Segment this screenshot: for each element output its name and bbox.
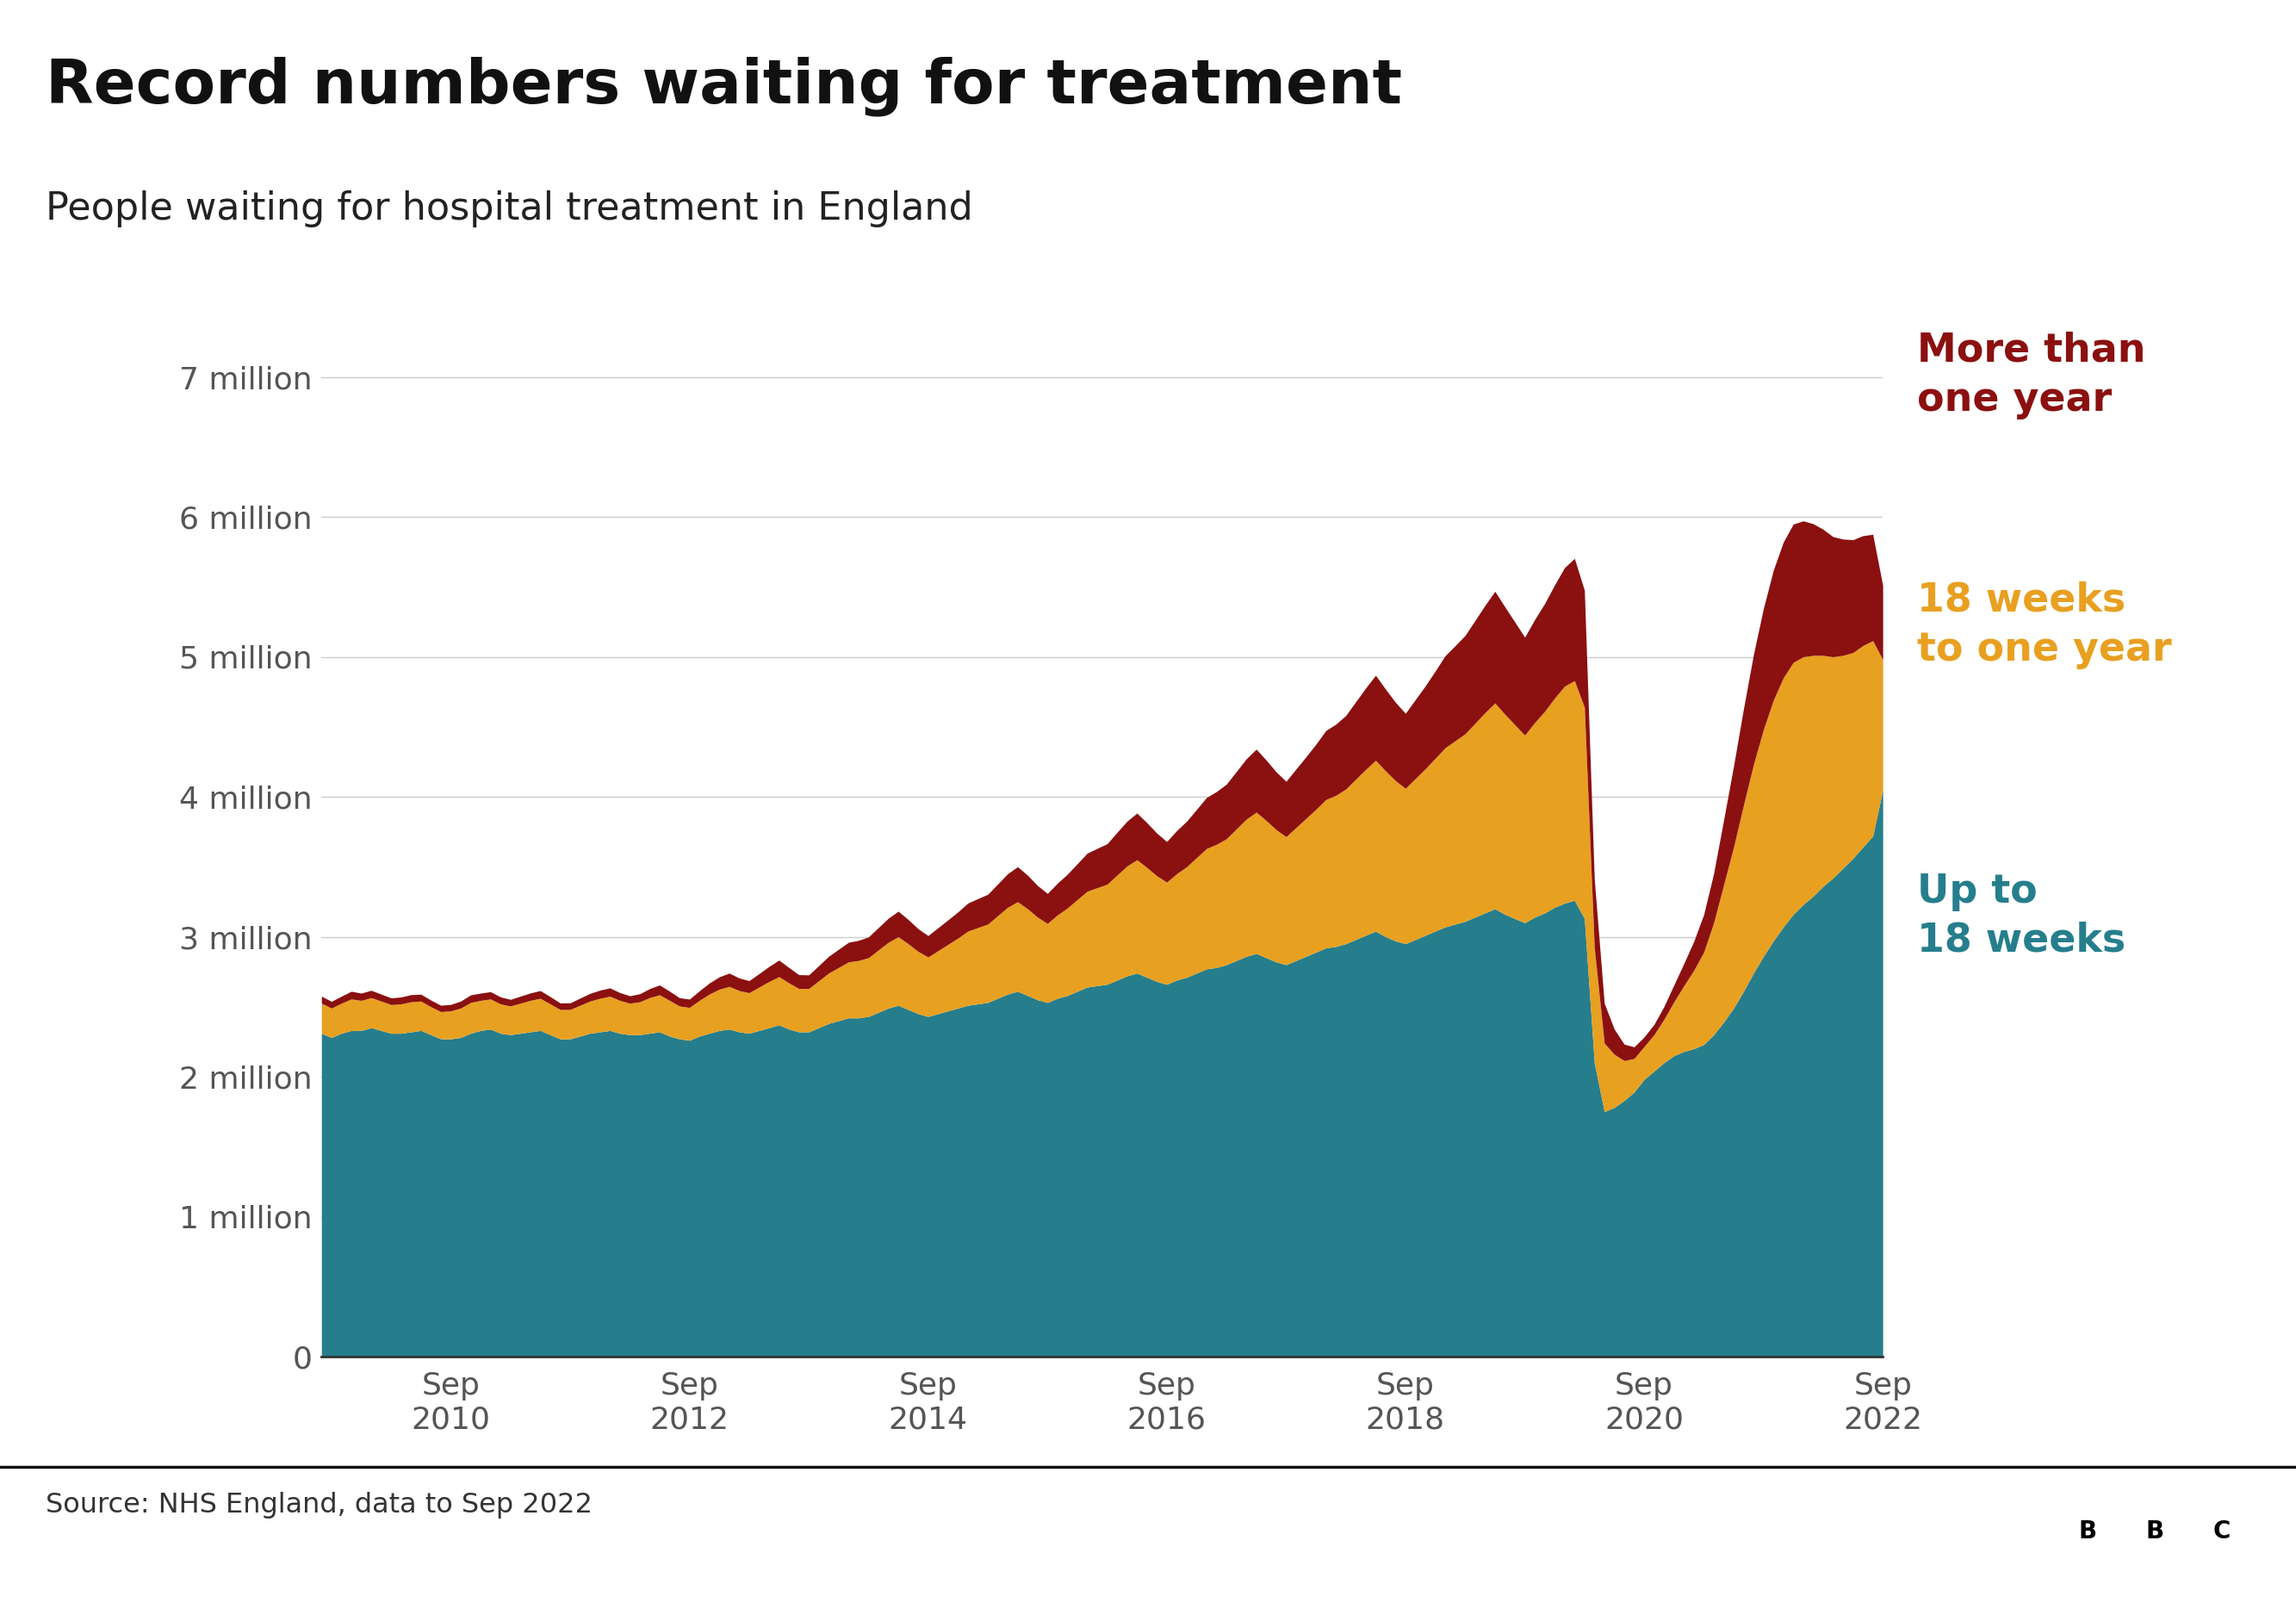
Text: Record numbers waiting for treatment: Record numbers waiting for treatment [46,57,1403,116]
FancyBboxPatch shape [2122,1486,2186,1576]
Text: B: B [2144,1520,2163,1542]
Text: Source: NHS England, data to Sep 2022: Source: NHS England, data to Sep 2022 [46,1492,592,1518]
FancyBboxPatch shape [2055,1486,2119,1576]
FancyBboxPatch shape [2190,1486,2255,1576]
Text: People waiting for hospital treatment in England: People waiting for hospital treatment in… [46,191,974,228]
Text: C: C [2213,1520,2232,1542]
Text: Up to
18 weeks: Up to 18 weeks [1917,872,2126,961]
Text: 18 weeks
to one year: 18 weeks to one year [1917,581,2172,670]
Text: More than
one year: More than one year [1917,331,2147,420]
Text: B: B [2078,1520,2096,1542]
